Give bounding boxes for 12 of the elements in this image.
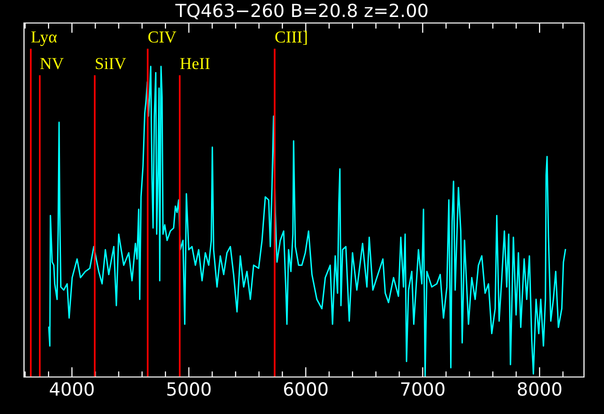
x-tick-label: 6000 bbox=[284, 382, 328, 396]
ref-line-label: NV bbox=[40, 58, 64, 70]
ref-line-label: CIV bbox=[148, 31, 176, 43]
x-tick-label: 7000 bbox=[401, 382, 444, 396]
x-tick-label: 5000 bbox=[167, 382, 211, 396]
ref-line-label: Lyα bbox=[31, 32, 57, 46]
x-tick-label: 4000 bbox=[50, 382, 94, 396]
ref-line-label: CIII] bbox=[275, 30, 307, 45]
chart-title: TQ463−260 B=20.8 z=2.00 bbox=[175, 4, 428, 20]
ref-line-label: HeII bbox=[180, 58, 210, 70]
ref-line-label: SiIV bbox=[96, 58, 126, 70]
x-tick-label: 8000 bbox=[518, 382, 562, 396]
